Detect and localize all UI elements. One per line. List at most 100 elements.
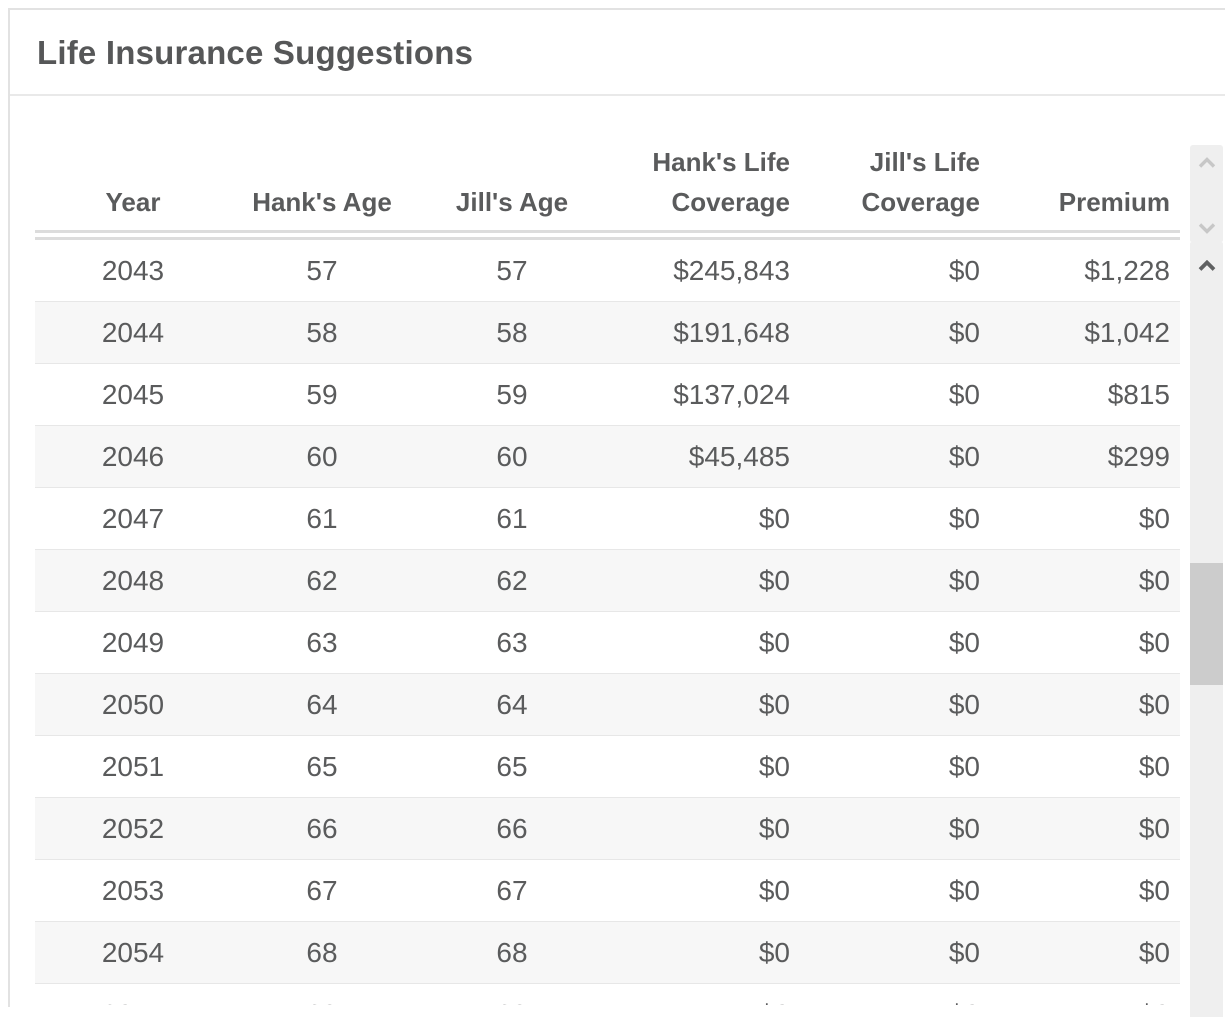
cell-hanks-life-coverage: $0: [611, 999, 800, 1006]
table-row: 2048 62 62 $0 $0 $0: [35, 550, 1180, 612]
cell-year: 2052: [101, 812, 165, 844]
header-scrollbar[interactable]: [1190, 145, 1223, 242]
cell-hanks-age: 63: [306, 626, 338, 658]
table-row: 2052 66 66 $0 $0 $0: [35, 798, 1180, 860]
cell-hanks-life-coverage: $245,843: [673, 254, 790, 286]
table-row: 2044 58 58 $191,648 $0 $1,042: [35, 302, 1180, 364]
cell-jills-life-coverage: $0: [948, 502, 980, 534]
table-row: 2043 57 57 $245,843 $0 $1,228: [35, 240, 1180, 302]
cell-premium: $0: [1138, 502, 1170, 534]
cell-year: 2053: [101, 874, 165, 906]
cell-year: 2054: [101, 936, 165, 968]
cell-hanks-age: 65: [306, 750, 338, 782]
cell-hanks-age: 66: [306, 812, 338, 844]
cell-jills-age: 66: [496, 812, 528, 844]
cell-jills-life-coverage: $0: [948, 688, 980, 720]
cell-premium: $0: [990, 999, 1180, 1006]
cell-hanks-age: 58: [306, 316, 338, 348]
cell-premium: $0: [1138, 750, 1170, 782]
cell-year: 2047: [101, 502, 165, 534]
cell-jills-age: 60: [496, 440, 528, 472]
cell-hanks-age: 61: [306, 502, 338, 534]
cell-hanks-age: 64: [306, 688, 338, 720]
cell-hanks-life-coverage: $0: [758, 750, 790, 782]
cell-premium: $0: [1138, 874, 1170, 906]
cell-hanks-age: 67: [306, 874, 338, 906]
cell-jills-life-coverage: $0: [948, 254, 980, 286]
cell-hanks-life-coverage: $0: [758, 626, 790, 658]
scrollbar-thumb[interactable]: [1190, 563, 1223, 685]
table-row: 2051 65 65 $0 $0 $0: [35, 736, 1180, 798]
column-header-jills-age: Jill's Age: [455, 187, 569, 217]
cell-year: 2045: [101, 378, 165, 410]
cell-year: 2046: [101, 440, 165, 472]
cell-hanks-life-coverage: $0: [758, 688, 790, 720]
cell-premium: $815: [1107, 378, 1170, 410]
cell-jills-age: 57: [496, 254, 528, 286]
cell-jills-age: 67: [496, 874, 528, 906]
column-header-premium: Premium: [1058, 187, 1170, 217]
cell-jills-life-coverage: $0: [948, 874, 980, 906]
cell-jills-age: 69: [413, 999, 611, 1006]
cell-jills-age: 58: [496, 316, 528, 348]
cell-jills-life-coverage: $0: [948, 440, 980, 472]
scroll-up-button[interactable]: [1190, 260, 1223, 272]
cell-jills-age: 61: [496, 502, 528, 534]
cell-premium: $0: [1138, 564, 1170, 596]
panel-header: Life Insurance Suggestions: [10, 10, 1225, 96]
table-row: 2050 64 64 $0 $0 $0: [35, 674, 1180, 736]
cell-jills-age: 63: [496, 626, 528, 658]
cell-premium: $1,228: [1084, 254, 1170, 286]
cell-year: 2051: [101, 750, 165, 782]
cell-hanks-life-coverage: $137,024: [673, 378, 790, 410]
cell-hanks-age: 57: [306, 254, 338, 286]
table-row: 2055 69 69 $0 $0 $0: [35, 984, 1180, 1005]
cell-premium: $0: [1138, 688, 1170, 720]
cell-jills-life-coverage: $0: [948, 316, 980, 348]
body-scrollbar[interactable]: [1190, 242, 1223, 1017]
cell-hanks-life-coverage: $0: [758, 812, 790, 844]
cell-year: 2044: [101, 316, 165, 348]
cell-hanks-life-coverage: $0: [758, 502, 790, 534]
cell-hanks-age: 68: [306, 936, 338, 968]
cell-jills-age: 59: [496, 378, 528, 410]
cell-jills-life-coverage: $0: [948, 626, 980, 658]
cell-jills-life-coverage: $0: [948, 936, 980, 968]
cell-year: 2050: [101, 688, 165, 720]
table-row: 2047 61 61 $0 $0 $0: [35, 488, 1180, 550]
table-header-divider: [35, 230, 1180, 240]
chevron-down-icon: [1197, 222, 1217, 234]
chevron-up-icon: [1197, 260, 1217, 272]
cell-premium: $1,042: [1084, 316, 1170, 348]
life-insurance-panel: Life Insurance Suggestions Year Hank's A…: [8, 8, 1225, 1017]
cell-jills-age: 68: [496, 936, 528, 968]
cell-jills-life-coverage: $0: [948, 750, 980, 782]
cell-premium: $0: [1138, 812, 1170, 844]
table-row: 2049 63 63 $0 $0 $0: [35, 612, 1180, 674]
cell-jills-age: 65: [496, 750, 528, 782]
cell-year: 2043: [101, 254, 165, 286]
cell-hanks-life-coverage: $191,648: [673, 316, 790, 348]
column-header-year: Year: [105, 187, 161, 217]
cell-jills-life-coverage: $0: [948, 378, 980, 410]
cell-jills-life-coverage: $0: [948, 564, 980, 596]
table-row: 2054 68 68 $0 $0 $0: [35, 922, 1180, 984]
cell-premium: $299: [1107, 440, 1170, 472]
scroll-up-button[interactable]: [1190, 157, 1223, 169]
cell-hanks-age: 59: [306, 378, 338, 410]
cell-year: 2048: [101, 564, 165, 596]
cell-hanks-life-coverage: $0: [758, 564, 790, 596]
scroll-down-button[interactable]: [1190, 222, 1223, 234]
cell-year: 2049: [101, 626, 165, 658]
table-row: 2045 59 59 $137,024 $0 $815: [35, 364, 1180, 426]
cell-hanks-age: 69: [231, 999, 413, 1006]
page-title: Life Insurance Suggestions: [37, 34, 474, 71]
column-header-jills-life-coverage: Jill's Life Coverage: [861, 147, 981, 217]
cell-premium: $0: [1138, 936, 1170, 968]
table-row: 2046 60 60 $45,485 $0 $299: [35, 426, 1180, 488]
cell-hanks-age: 60: [306, 440, 338, 472]
cell-hanks-age: 62: [306, 564, 338, 596]
cell-hanks-life-coverage: $0: [758, 936, 790, 968]
table-header-row: Year Hank's Age Jill's Age Hank's Life C…: [35, 133, 1180, 230]
cell-hanks-life-coverage: $45,485: [688, 440, 790, 472]
